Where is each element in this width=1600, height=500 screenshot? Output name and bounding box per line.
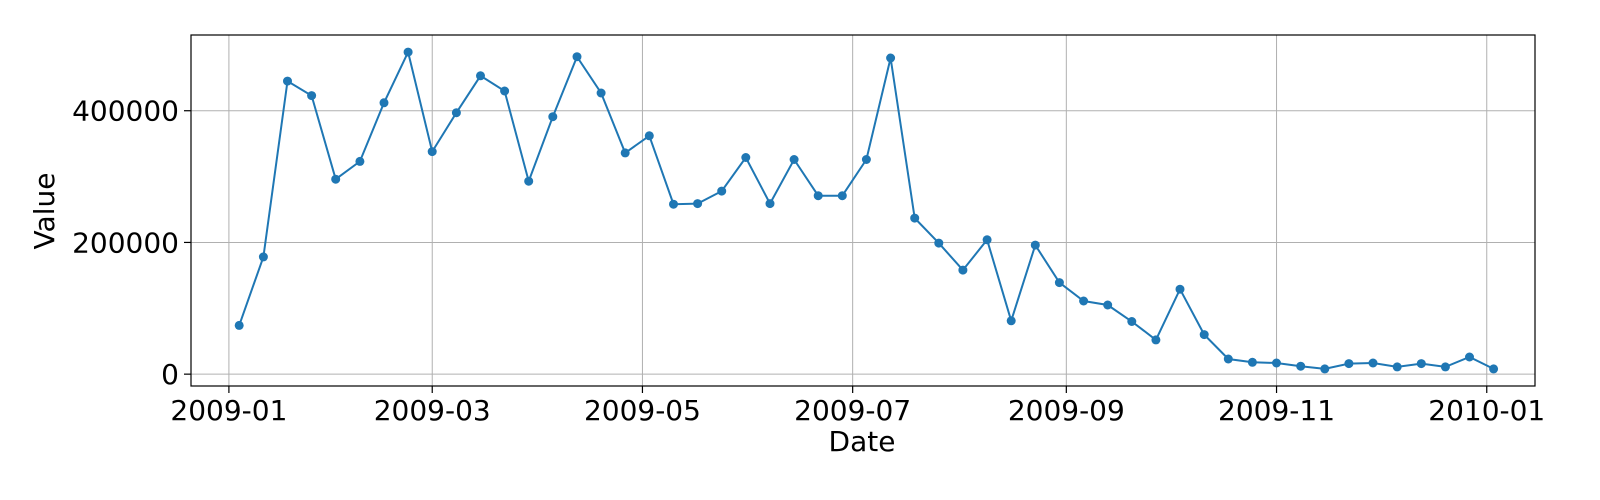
data-point [1127,317,1137,326]
data-point [693,199,703,209]
data-point [307,91,317,101]
data-point [813,191,823,201]
data-point [403,47,413,57]
y-tick-label: 400000 [72,95,179,128]
data-point [982,235,992,245]
data-point [331,174,341,184]
data-point [644,131,654,141]
data-point [669,199,678,209]
x-axis-ticks: 2009-01 2009-03 2009-05 2009-07 2009-09 2009-… [170,386,1545,427]
y-axis-ticks: 0 200000 400000 [72,95,191,391]
data-point [427,147,437,157]
data-point [283,76,292,86]
data-point [596,88,606,98]
data-point [476,71,485,81]
data-point [1368,358,1378,368]
data-point [1054,278,1064,288]
x-tick-label: 2009-01 [170,394,287,427]
data-point [1416,359,1426,369]
y-axis-label: Value [28,173,61,250]
data-point [958,265,968,275]
x-tick-label: 2009-03 [374,394,491,427]
data-point [1223,354,1233,364]
data-point [886,53,896,63]
x-axis-label: Date [829,425,896,458]
data-point [524,176,534,186]
data-point [1272,358,1281,368]
x-tick-label: 2009-09 [1008,394,1125,427]
plot-frame [190,34,1536,387]
data-point [548,112,558,122]
data-point [258,252,268,262]
data-point [1440,362,1450,372]
data-point [1151,335,1161,345]
data-point [1030,240,1040,250]
data-point [500,86,510,96]
data-points [234,47,1499,374]
data-point [1079,296,1089,306]
data-point [451,108,461,118]
y-tick-label: 0 [161,358,179,391]
data-point [1199,330,1209,340]
data-point [1296,361,1306,371]
data-point [1489,364,1499,374]
x-tick-label: 2009-05 [584,394,701,427]
data-point [837,191,847,201]
x-tick-label: 2009-07 [794,394,911,427]
data-point [234,320,244,330]
x-tick-label: 2010-01 [1428,394,1545,427]
data-point [765,199,775,209]
data-point [1344,359,1354,369]
data-point [717,186,727,196]
grid-lines [191,35,1535,386]
x-tick-label: 2009-11 [1218,394,1335,427]
data-point [1103,300,1113,310]
data-point [789,155,799,164]
data-point [1392,362,1402,372]
data-point [572,52,582,62]
data-point [741,153,751,162]
y-tick-label: 200000 [72,226,179,259]
data-point [934,238,944,248]
data-point [1247,357,1257,367]
data-point [1175,284,1185,294]
series-line [238,49,1495,370]
data-point [1006,316,1016,326]
data-point [355,156,365,166]
data-point [1465,352,1474,362]
data-point [910,213,920,223]
data-point [620,148,630,158]
data-point [861,155,871,164]
data-point [379,98,389,108]
data-point [1320,364,1330,374]
